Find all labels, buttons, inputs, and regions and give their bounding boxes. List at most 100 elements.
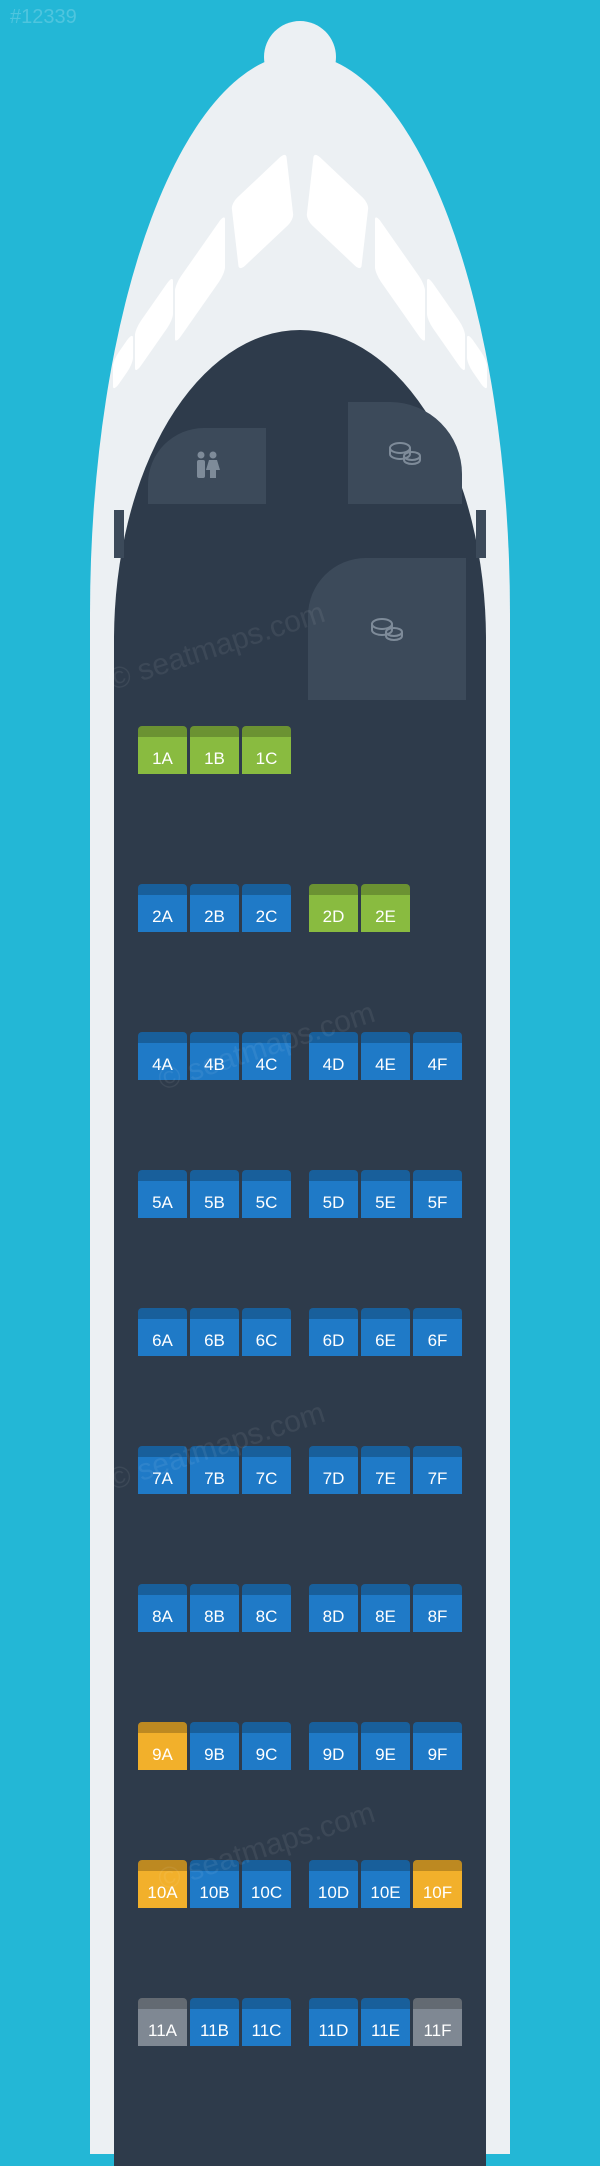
fuselage-inner: 1A1B1C 2A2B2C 2D2E 4A4B4C 4D4E4F 5A5B5C 5D5E5F… — [114, 330, 486, 2166]
seat-1A[interactable]: 1A — [138, 726, 187, 774]
seat-label: 4A — [138, 1055, 187, 1075]
seat-label: 5A — [138, 1193, 187, 1213]
seat-grid: 1A1B1C 2A2B2C 2D2E 4A4B4C 4D4E4F 5A5B5C 5D5E5F… — [138, 726, 462, 2136]
seat-group: 7D7E7F — [309, 1446, 462, 1494]
seat-9E[interactable]: 9E — [361, 1722, 410, 1770]
seat-8D[interactable]: 8D — [309, 1584, 358, 1632]
seat-6D[interactable]: 6D — [309, 1308, 358, 1356]
seat-group: 10D10E10F — [309, 1860, 462, 1908]
seat-label: 11F — [413, 2021, 462, 2041]
seat-10C[interactable]: 10C — [242, 1860, 291, 1908]
seat-10A[interactable]: 10A — [138, 1860, 187, 1908]
seat-label: 1A — [138, 749, 187, 769]
seat-label: 7D — [309, 1469, 358, 1489]
seat-label: 8B — [190, 1607, 239, 1627]
seat-label: 2B — [190, 907, 239, 927]
seat-8A[interactable]: 8A — [138, 1584, 187, 1632]
seat-10B[interactable]: 10B — [190, 1860, 239, 1908]
seat-label: 6E — [361, 1331, 410, 1351]
seat-2A[interactable]: 2A — [138, 884, 187, 932]
seat-5C[interactable]: 5C — [242, 1170, 291, 1218]
seat-10F[interactable]: 10F — [413, 1860, 462, 1908]
door-right — [476, 510, 486, 558]
seat-8C[interactable]: 8C — [242, 1584, 291, 1632]
seat-8E[interactable]: 8E — [361, 1584, 410, 1632]
seat-label: 10B — [190, 1883, 239, 1903]
seat-6E[interactable]: 6E — [361, 1308, 410, 1356]
seat-label: 6F — [413, 1331, 462, 1351]
galley-icon — [308, 558, 466, 700]
seat-11D[interactable]: 11D — [309, 1998, 358, 2046]
seat-label: 5D — [309, 1193, 358, 1213]
seat-9F[interactable]: 9F — [413, 1722, 462, 1770]
seat-11F[interactable]: 11F — [413, 1998, 462, 2046]
seat-5F[interactable]: 5F — [413, 1170, 462, 1218]
seat-5D[interactable]: 5D — [309, 1170, 358, 1218]
seat-label: 2C — [242, 907, 291, 927]
seat-2E[interactable]: 2E — [361, 884, 410, 932]
seat-4D[interactable]: 4D — [309, 1032, 358, 1080]
seat-7E[interactable]: 7E — [361, 1446, 410, 1494]
seat-group: 9D9E9F — [309, 1722, 462, 1770]
seat-10D[interactable]: 10D — [309, 1860, 358, 1908]
seat-group: 10A10B10C — [138, 1860, 291, 1908]
seat-6A[interactable]: 6A — [138, 1308, 187, 1356]
seat-8B[interactable]: 8B — [190, 1584, 239, 1632]
seat-9B[interactable]: 9B — [190, 1722, 239, 1770]
seat-11C[interactable]: 11C — [242, 1998, 291, 2046]
seat-11A[interactable]: 11A — [138, 1998, 187, 2046]
seat-1B[interactable]: 1B — [190, 726, 239, 774]
seat-label: 1C — [242, 749, 291, 769]
seat-group: 11D11E11F — [309, 1998, 462, 2046]
seat-4E[interactable]: 4E — [361, 1032, 410, 1080]
seat-4C[interactable]: 4C — [242, 1032, 291, 1080]
seat-7D[interactable]: 7D — [309, 1446, 358, 1494]
seat-2B[interactable]: 2B — [190, 884, 239, 932]
watermark-diagonal: © seatmaps.com — [104, 596, 329, 698]
seat-2C[interactable]: 2C — [242, 884, 291, 932]
seat-6F[interactable]: 6F — [413, 1308, 462, 1356]
seat-label: 6B — [190, 1331, 239, 1351]
seat-6B[interactable]: 6B — [190, 1308, 239, 1356]
seat-11B[interactable]: 11B — [190, 1998, 239, 2046]
seat-6C[interactable]: 6C — [242, 1308, 291, 1356]
seat-4B[interactable]: 4B — [190, 1032, 239, 1080]
seat-group: 1A1B1C — [138, 726, 291, 774]
seat-label: 5C — [242, 1193, 291, 1213]
cockpit-window — [175, 213, 225, 344]
seat-label: 5F — [413, 1193, 462, 1213]
seat-label: 11E — [361, 2021, 410, 2041]
door-left — [114, 510, 124, 558]
seat-11E[interactable]: 11E — [361, 1998, 410, 2046]
seat-10E[interactable]: 10E — [361, 1860, 410, 1908]
cockpit-window — [135, 275, 173, 374]
seat-1C[interactable]: 1C — [242, 726, 291, 774]
seat-5B[interactable]: 5B — [190, 1170, 239, 1218]
seat-8F[interactable]: 8F — [413, 1584, 462, 1632]
seat-9A[interactable]: 9A — [138, 1722, 187, 1770]
seat-4A[interactable]: 4A — [138, 1032, 187, 1080]
seat-5E[interactable]: 5E — [361, 1170, 410, 1218]
seat-label: 1B — [190, 749, 239, 769]
seat-label: 4F — [413, 1055, 462, 1075]
seat-2D[interactable]: 2D — [309, 884, 358, 932]
seat-label: 8E — [361, 1607, 410, 1627]
seat-9C[interactable]: 9C — [242, 1722, 291, 1770]
seat-label: 8F — [413, 1607, 462, 1627]
seat-5A[interactable]: 5A — [138, 1170, 187, 1218]
seat-4F[interactable]: 4F — [413, 1032, 462, 1080]
cockpit-window — [113, 332, 133, 393]
seat-label: 5E — [361, 1193, 410, 1213]
seat-label: 11C — [242, 2021, 291, 2041]
seat-row: 1A1B1C — [138, 726, 462, 774]
seat-row: 8A8B8C 8D8E8F — [138, 1584, 462, 1632]
seat-label: 10F — [413, 1883, 462, 1903]
seat-spacer — [413, 884, 462, 932]
seat-7B[interactable]: 7B — [190, 1446, 239, 1494]
seat-label: 10D — [309, 1883, 358, 1903]
seat-7F[interactable]: 7F — [413, 1446, 462, 1494]
seat-group: 5A5B5C — [138, 1170, 291, 1218]
seat-7C[interactable]: 7C — [242, 1446, 291, 1494]
seat-9D[interactable]: 9D — [309, 1722, 358, 1770]
seat-7A[interactable]: 7A — [138, 1446, 187, 1494]
